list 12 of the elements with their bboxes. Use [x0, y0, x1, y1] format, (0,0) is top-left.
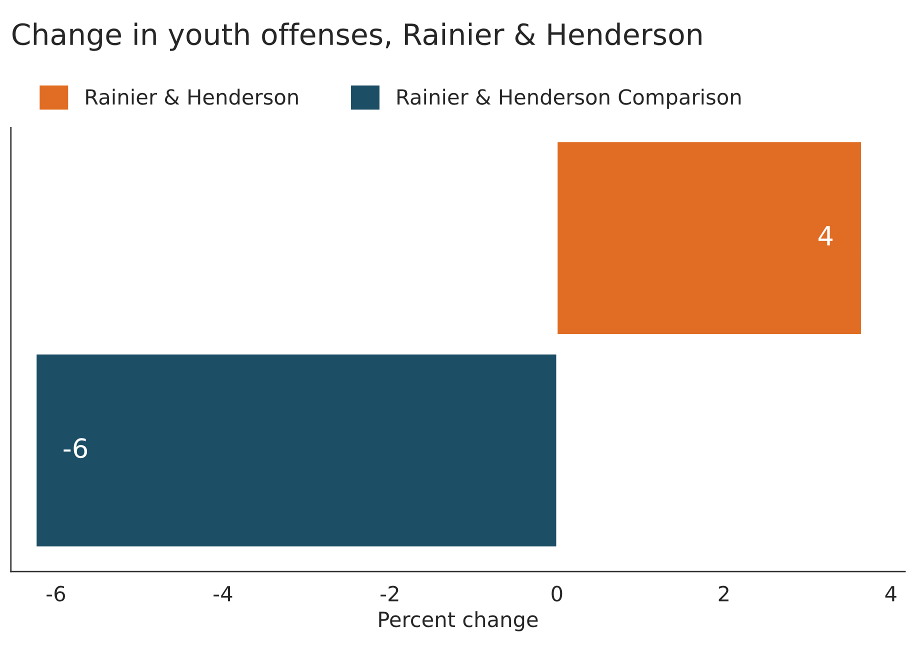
data-label: 4 [818, 226, 833, 246]
chart-title: Change in youth offenses, Rainier & Henderson [12, 22, 702, 51]
x-tick-label: 0 [552, 586, 562, 602]
x-tick-label: 4 [885, 586, 896, 602]
x-tick-label: -6 [46, 586, 66, 602]
legend-label: Rainier & Henderson [86, 88, 298, 105]
legend-label: Rainier & Henderson Comparison [398, 88, 741, 109]
data-label: -6 [64, 438, 88, 458]
x-tick-label: -4 [214, 586, 232, 602]
x-tick-label: -2 [380, 586, 398, 602]
x-tick-label: 2 [718, 586, 728, 602]
x-axis-title: Percent change [379, 611, 538, 632]
